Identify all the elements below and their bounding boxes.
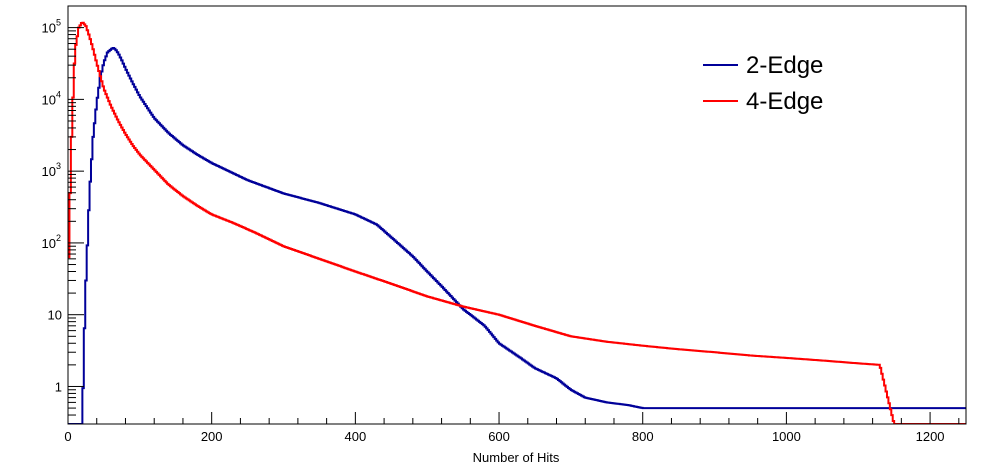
series-line-2-edge [68, 46, 966, 424]
x-axis-title: Number of Hits [473, 450, 560, 465]
y-tick-exponent: 4 [56, 89, 61, 99]
x-tick-label: 0 [64, 429, 71, 444]
plot-frame [67, 5, 967, 425]
y-tick-label: 10 [42, 21, 56, 36]
y-tick-label: 10 [48, 308, 62, 323]
y-tick-label: 10 [42, 236, 56, 251]
x-tick-label: 1200 [916, 429, 945, 444]
x-tick-label: 600 [488, 429, 510, 444]
legend-label-4-edge: 4-Edge [746, 88, 823, 115]
series-line-4-edge [68, 21, 966, 424]
x-tick-label: 400 [345, 429, 367, 444]
y-tick-label: 10 [42, 164, 56, 179]
legend-label-2-edge: 2-Edge [746, 52, 823, 79]
x-tick-label: 1000 [772, 429, 801, 444]
y-tick-label: 10 [42, 92, 56, 107]
x-tick-label: 200 [201, 429, 223, 444]
legend: 2-Edge 4-Edge [703, 52, 823, 115]
plot-area [68, 21, 966, 424]
y-tick-exponent: 5 [56, 18, 61, 28]
y-tick-exponent: 2 [56, 233, 61, 243]
x-tick-label: 800 [632, 429, 654, 444]
y-tick-exponent: 3 [56, 161, 61, 171]
y-tick-label: 1 [55, 379, 62, 394]
